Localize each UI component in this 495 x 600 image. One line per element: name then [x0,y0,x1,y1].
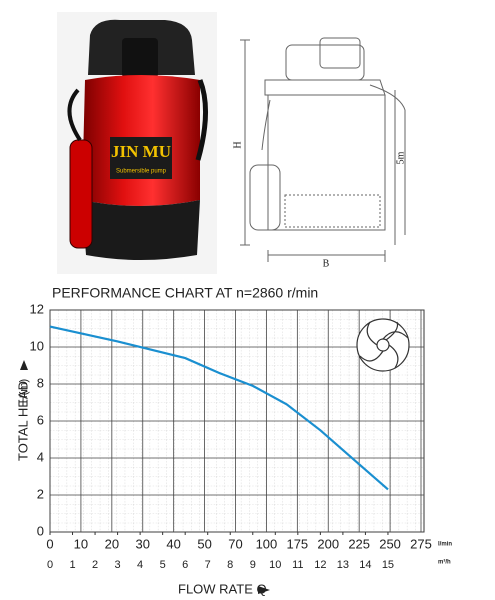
pump-photo: JIN MU Submersible pump [57,12,217,274]
x-tick-label: 10 [269,559,281,571]
lmin-label: 225 [348,536,370,551]
lmin-label: 10 [74,536,88,551]
x-tick-label: 8 [227,559,233,571]
y-tick-label: 12 [30,301,44,316]
lmin-label: 70 [228,536,242,551]
width-label: B [323,258,330,269]
cable-label: 5m [395,151,406,164]
y-tick-label: 10 [30,338,44,353]
x-axis-label: FLOW RATE Q [178,581,267,596]
x-tick-label: 11 [292,559,303,571]
lmin-label: 100 [256,536,278,551]
lmin-label: 175 [286,536,308,551]
height-label: H [232,141,243,148]
x-tick-label: 1 [69,559,75,571]
y-tick-label: 8 [37,375,44,390]
y-tick-label: 6 [37,412,44,427]
lmin-label: 275 [410,536,432,551]
brand: JIN MU [111,142,171,161]
brand-subtitle: Submersible pump [116,169,167,175]
x-tick-label: 3 [115,559,121,571]
x-tick-label: 12 [314,559,326,571]
y-arrow [20,360,28,370]
x-tick-label: 0 [47,559,53,571]
lmin-label: 20 [105,536,119,551]
x-tick-label: 5 [160,559,166,571]
m3h-unit: m³/h [438,559,451,566]
x-arrow [258,586,270,594]
x-tick-label: 14 [359,559,371,571]
lmin-unit: l/min [438,542,452,548]
impeller-icon [356,318,410,372]
x-tick-label: 13 [337,559,349,571]
y-axis-label: TOTAL HEAD [15,381,30,461]
x-tick-label: 6 [182,559,188,571]
lmin-label: 40 [166,536,180,551]
technical-drawing: H 5m B [232,37,406,269]
y-tick-label: 2 [37,486,44,501]
y-tick-label: 0 [37,523,44,538]
x-tick-label: 7 [205,559,211,571]
lmin-label: 250 [379,536,401,551]
lmin-label: 0 [46,536,53,551]
lmin-label: 50 [197,536,211,551]
curve [49,325,389,491]
y-tick-label: 4 [37,449,44,464]
x-tick-label: 9 [250,559,256,571]
lmin-label: 200 [317,536,339,551]
lmin-label: 30 [136,536,150,551]
y-unit: H(m) [18,379,30,403]
grid [49,309,424,533]
x-tick-label: 15 [382,559,394,571]
x-tick-label: 2 [92,559,98,571]
chart-title: PERFORMANCE CHART AT n=2860 r/min [52,285,318,301]
x-tick-label: 4 [137,559,143,571]
